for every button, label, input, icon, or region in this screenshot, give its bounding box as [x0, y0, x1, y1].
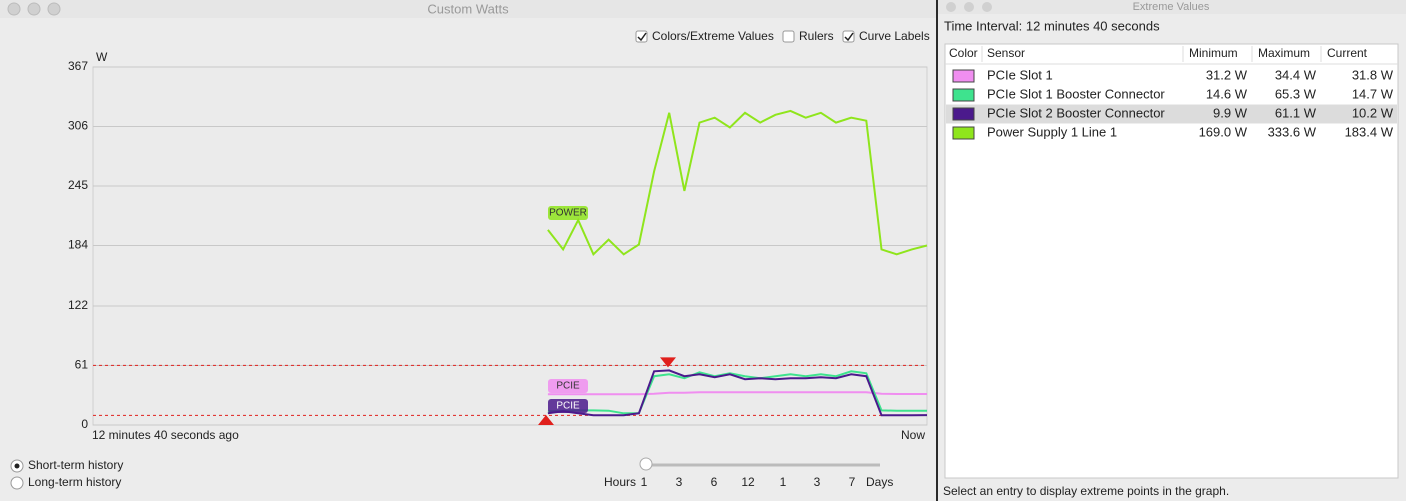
checkbox-label: Colors/Extreme Values: [652, 29, 774, 43]
window-title: Custom Watts: [427, 1, 509, 16]
color-swatch: [952, 107, 975, 121]
close-button[interactable]: [946, 2, 956, 12]
slider-tick: 1: [641, 475, 648, 489]
y-tick-label: 184: [68, 238, 88, 252]
sensor-name[interactable]: PCIe Slot 1 Booster Connector: [987, 86, 1165, 101]
y-tick-label: 367: [68, 59, 88, 73]
maximum: 34.4 W: [1275, 67, 1317, 82]
color-swatch: [952, 69, 975, 83]
max-marker: [660, 357, 676, 368]
checkbox-label: Curve Labels: [859, 29, 930, 43]
time-interval: Time Interval: 12 minutes 40 seconds: [944, 18, 1160, 33]
radio-label: Long-term history: [28, 475, 121, 489]
y-tick-label: 245: [68, 178, 88, 192]
x-end-label: Now: [901, 428, 925, 442]
slider-tick: 3: [676, 475, 683, 489]
maximum: 65.3 W: [1275, 86, 1317, 101]
zoom-button[interactable]: [47, 2, 61, 16]
minimum: 31.2 W: [1206, 67, 1248, 82]
y-tick-label: 0: [81, 417, 88, 431]
curve-label: PCIE: [556, 381, 580, 392]
slider-start: Hours: [604, 475, 636, 489]
color-swatch: [952, 88, 975, 102]
column-header: Maximum: [1258, 46, 1310, 60]
slider-tick: 7: [849, 475, 856, 489]
title-bar: [938, 0, 1406, 14]
zoom-button[interactable]: [982, 2, 992, 12]
checkbox-label: Rulers: [799, 29, 834, 43]
curve-label-bg: [548, 206, 588, 220]
footer: Select an entry to display extreme point…: [943, 484, 1229, 498]
close-button[interactable]: [7, 2, 21, 16]
checkbox[interactable]: [635, 30, 648, 43]
maximum: 61.1 W: [1275, 105, 1317, 120]
minimum: 169.0 W: [1199, 124, 1248, 139]
current: 10.2 W: [1352, 105, 1394, 120]
y-tick-label: 122: [68, 298, 88, 312]
checkbox[interactable]: [782, 30, 795, 43]
slider-tick: 1: [780, 475, 787, 489]
slider-tick: 12: [741, 475, 755, 489]
minimize-button[interactable]: [964, 2, 974, 12]
radio-dot: [14, 463, 20, 469]
current: 14.7 W: [1352, 86, 1394, 101]
slider-tick: 6: [711, 475, 718, 489]
sensor-name[interactable]: PCIe Slot 1: [987, 67, 1053, 82]
radio-label: Short-term history: [28, 458, 123, 472]
column-header: Minimum: [1189, 46, 1238, 60]
curve-label: PCIE: [556, 401, 580, 412]
curve-label: POWER: [549, 208, 587, 219]
sensor-name[interactable]: PCIe Slot 2 Booster Connector: [987, 105, 1165, 120]
current: 31.8 W: [1352, 67, 1394, 82]
title-bar: [0, 0, 936, 18]
curve-label-bg: [548, 379, 588, 393]
slider-tick: 3: [814, 475, 821, 489]
sensor-name[interactable]: Power Supply 1 Line 1: [987, 124, 1117, 139]
x-start-label: 12 minutes 40 seconds ago: [92, 428, 239, 442]
color-swatch: [952, 126, 975, 140]
slider-knob[interactable]: [639, 457, 653, 471]
column-header: Current: [1327, 46, 1368, 60]
series-line: [547, 370, 927, 415]
checkmark: [637, 32, 647, 42]
current: 183.4 W: [1345, 124, 1394, 139]
curve-label-bg: [548, 399, 588, 413]
slider-end: Days: [866, 475, 893, 489]
minimum: 9.9 W: [1213, 105, 1248, 120]
y-tick-label: 61: [75, 358, 89, 372]
column-header: Color: [949, 46, 978, 60]
row-highlight: [946, 104, 1397, 124]
checkbox[interactable]: [842, 30, 855, 43]
maximum: 333.6 W: [1268, 124, 1317, 139]
radio[interactable]: [10, 476, 24, 490]
min-marker: [538, 415, 554, 425]
y-unit: W: [96, 50, 108, 64]
series-line: [547, 109, 928, 257]
series-line: [547, 369, 928, 417]
minimize-button[interactable]: [27, 2, 41, 16]
minimum: 14.6 W: [1206, 86, 1248, 101]
window-title: Extreme Values: [1133, 1, 1210, 13]
checkmark: [844, 32, 854, 42]
y-tick-label: 306: [68, 119, 88, 133]
column-header: Sensor: [987, 46, 1025, 60]
series-line: [547, 391, 927, 396]
